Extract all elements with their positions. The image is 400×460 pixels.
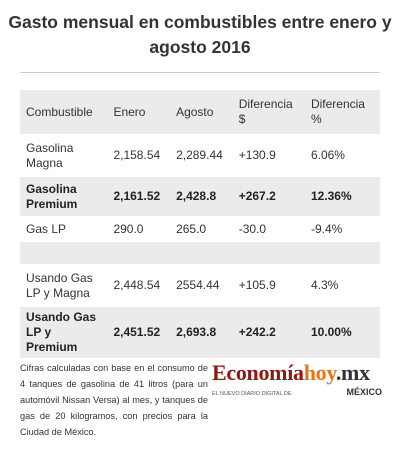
logo-country: MÉXICO	[346, 387, 382, 397]
footnote: Cifras calculadas con base en el consumo…	[20, 363, 208, 437]
cell: +267.2	[232, 177, 305, 216]
cell: 2,158.54	[113, 148, 161, 162]
cell: -9.4%	[310, 221, 343, 236]
cell: -30.0	[238, 221, 267, 236]
cell: 2,428.8	[170, 177, 233, 216]
data-row: Gas LP 290.0 265.0 -30.0 -9.4%	[20, 218, 380, 240]
logo-part: hoy	[303, 360, 336, 385]
cell: +105.9	[238, 278, 276, 292]
spacer-cell	[170, 242, 233, 264]
spacer-row	[20, 242, 380, 264]
data-row: Gasolina Magna 2,158.54 2,289.44 +130.9 6.06…	[20, 136, 380, 175]
spacer-cell	[20, 242, 108, 264]
logo-tagline: EL NUEVO DIARIO DIGITAL DE	[212, 391, 292, 397]
data-row: Gasolina Premium 2,161.52 2,428.8 +267.2 12.…	[20, 177, 380, 216]
logo-part: .mx	[335, 360, 370, 385]
cell: 2,289.44	[176, 148, 223, 162]
logo: Economíahoy.mx EL NUEVO DIARIO DIGITAL D…	[212, 360, 382, 397]
spacer-cell	[107, 242, 171, 264]
cell: 265.0	[176, 221, 207, 236]
cell: +242.2	[232, 307, 305, 358]
cell: Gas LP	[26, 221, 67, 236]
cell: 4.3%	[310, 278, 339, 292]
header-cell: Diferencia %	[304, 90, 380, 134]
data-row: Usando Gas LP y Premium 2,451.52 2,693.8 +2…	[20, 307, 380, 358]
cell: 2554.44	[176, 278, 220, 292]
header-cell: Agosto	[170, 90, 233, 134]
logo-part: Economía	[212, 360, 304, 385]
divider	[20, 72, 380, 73]
header-cell: Enero	[107, 90, 171, 134]
data-row: Usando Gas LP y Magna 2,448.54 2554.44 +105…	[20, 266, 380, 305]
title: Gasto mensual en combustibles entre ener…	[8, 12, 392, 57]
fuel-table: Combustible Enero Agosto Diferencia $ Difere…	[20, 88, 380, 360]
cell: +130.9	[238, 148, 276, 162]
spacer-cell	[304, 242, 380, 264]
cell: 290.0	[113, 221, 144, 236]
cell: Usando Gas LP y Premium	[20, 307, 108, 358]
logo-name: Economíahoy.mx	[212, 360, 382, 386]
cell: 12.36%	[304, 177, 380, 216]
cell: 2,448.54	[113, 278, 161, 292]
cell: 2,693.8	[170, 307, 233, 358]
logo-tagline-row: EL NUEVO DIARIO DIGITAL DE MÉXICO	[212, 387, 382, 397]
cell: 10.00%	[304, 307, 380, 358]
cell: Usando Gas LP y Magna	[26, 270, 93, 300]
cell: Gasolina Premium	[20, 177, 108, 216]
cell: Gasolina Magna	[26, 140, 74, 170]
spacer-cell	[232, 242, 305, 264]
header-row: Combustible Enero Agosto Diferencia $ Difere…	[20, 90, 380, 134]
cell: 2,451.52	[107, 307, 171, 358]
header-cell: Combustible	[20, 90, 108, 134]
cell: 6.06%	[310, 148, 345, 162]
cell: 2,161.52	[107, 177, 171, 216]
header-cell: Diferencia $	[232, 90, 305, 134]
